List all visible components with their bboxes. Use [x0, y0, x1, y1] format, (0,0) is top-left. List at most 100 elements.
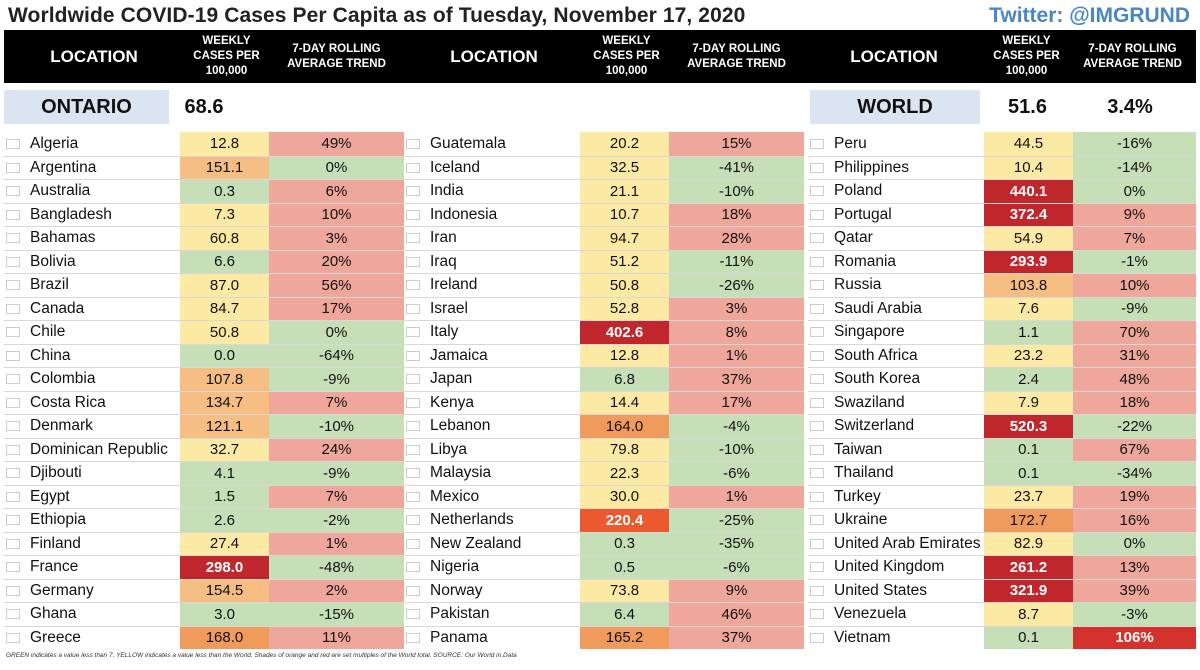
- weekly-cases-value: 8.7: [984, 603, 1073, 626]
- weekly-cases-value: 3.0: [180, 603, 269, 626]
- flag-icon: [406, 609, 420, 620]
- country-name: Iran: [404, 227, 580, 250]
- flag-icon: [406, 515, 420, 526]
- trend-value: -22%: [1073, 415, 1196, 438]
- flag-icon: [810, 421, 824, 432]
- weekly-cases-value: 440.1: [984, 180, 1073, 203]
- trend-value: 10%: [1073, 274, 1196, 297]
- trend-value: -6%: [669, 556, 804, 579]
- weekly-cases-value: 1.1: [984, 321, 1073, 344]
- twitter-handle[interactable]: Twitter: @IMGRUND: [989, 4, 1190, 27]
- flag-icon: [406, 538, 420, 549]
- world-label: WORLD: [810, 90, 980, 124]
- flag-icon: [810, 515, 824, 526]
- country-label: Venezuela: [834, 605, 907, 623]
- trend-value: -64%: [269, 344, 404, 367]
- country-name: Malaysia: [404, 462, 580, 485]
- table-row: Colombia 107.8 -9%: [4, 367, 404, 391]
- table-row: Ethiopia 2.6 -2%: [4, 508, 404, 532]
- country-name: Turkey: [808, 486, 984, 509]
- country-label: Brazil: [30, 276, 69, 294]
- country-label: China: [30, 346, 71, 364]
- flag-icon: [406, 632, 420, 643]
- country-label: Ireland: [430, 276, 478, 294]
- flag-icon: [810, 374, 824, 385]
- flag-icon: [406, 421, 420, 432]
- weekly-cases-value: 134.7: [180, 391, 269, 414]
- flag-icon: [810, 562, 824, 573]
- table-row: Kenya 14.4 17%: [404, 390, 804, 414]
- weekly-cases-value: 73.8: [580, 579, 669, 602]
- country-name: Vietnam: [808, 627, 984, 650]
- weekly-cases-value: 27.4: [180, 532, 269, 555]
- trend-value: 1%: [269, 532, 404, 555]
- weekly-cases-value: 50.8: [580, 274, 669, 297]
- country-name: Iceland: [404, 157, 580, 180]
- country-name: Finland: [4, 533, 180, 556]
- ontario-value: 68.6: [184, 95, 224, 118]
- trend-value: 2%: [269, 579, 404, 602]
- table-row: Australia 0.3 6%: [4, 179, 404, 203]
- country-label: Dominican Republic: [30, 440, 168, 458]
- country-label: Ghana: [30, 605, 77, 623]
- trend-value: -41%: [669, 156, 804, 179]
- country-name: Russia: [808, 274, 984, 297]
- trend-value: 37%: [669, 368, 804, 391]
- flag-icon: [6, 327, 20, 338]
- country-name: Venezuela: [808, 603, 984, 626]
- country-name: Mexico: [404, 486, 580, 509]
- table-row: Lebanon 164.0 -4%: [404, 414, 804, 438]
- flag-icon: [6, 397, 20, 408]
- table-row: Switzerland 520.3 -22%: [808, 414, 1196, 438]
- weekly-cases-value: 52.8: [580, 297, 669, 320]
- trend-value: -25%: [669, 509, 804, 532]
- country-name: Guatemala: [404, 132, 580, 156]
- country-name: Thailand: [808, 462, 984, 485]
- trend-value: -48%: [269, 556, 404, 579]
- trend-value: 67%: [1073, 438, 1196, 461]
- weekly-cases-value: 12.8: [180, 132, 269, 156]
- table-row: Nigeria 0.5 -6%: [404, 555, 804, 579]
- table-row: Djibouti 4.1 -9%: [4, 461, 404, 485]
- table-row: United Kingdom 261.2 13%: [808, 555, 1196, 579]
- country-name: Philippines: [808, 157, 984, 180]
- table-row: Netherlands 220.4 -25%: [404, 508, 804, 532]
- country-name: Netherlands: [404, 509, 580, 532]
- weekly-cases-value: 298.0: [180, 556, 269, 579]
- table-row: Thailand 0.1 -34%: [808, 461, 1196, 485]
- country-name: Dominican Republic: [4, 439, 180, 462]
- weekly-cases-value: 7.3: [180, 203, 269, 226]
- country-name: Norway: [404, 580, 580, 603]
- country-label: South Korea: [834, 370, 921, 388]
- trend-value: 49%: [269, 132, 404, 156]
- flag-icon: [6, 562, 20, 573]
- flag-icon: [6, 138, 20, 149]
- country-name: Brazil: [4, 274, 180, 297]
- table-row: Brazil 87.0 56%: [4, 273, 404, 297]
- country-label: Bangladesh: [30, 205, 112, 223]
- country-name: Switzerland: [808, 415, 984, 438]
- country-name: Japan: [404, 368, 580, 391]
- country-label: Turkey: [834, 487, 881, 505]
- flag-icon: [406, 256, 420, 267]
- country-name: Saudi Arabia: [808, 298, 984, 321]
- flag-icon: [6, 444, 20, 455]
- weekly-cases-value: 22.3: [580, 462, 669, 485]
- trend-value: 9%: [1073, 203, 1196, 226]
- trend-value: 24%: [269, 438, 404, 461]
- weekly-cases-value: 321.9: [984, 579, 1073, 602]
- weekly-cases-value: 0.1: [984, 626, 1073, 649]
- country-label: Nigeria: [430, 558, 480, 576]
- header-weekly: WEEKLY CASES PER 100,000: [593, 35, 660, 77]
- trend-value: 7%: [1073, 227, 1196, 250]
- weekly-cases-value: 372.4: [984, 203, 1073, 226]
- flag-icon: [406, 491, 420, 502]
- country-label: Djibouti: [30, 464, 82, 482]
- flag-icon: [6, 186, 20, 197]
- country-label: Qatar: [834, 229, 873, 247]
- country-name: China: [4, 345, 180, 368]
- header-trend: 7-DAY ROLLING AVERAGE TREND: [687, 42, 786, 70]
- country-name: Jamaica: [404, 345, 580, 368]
- table-row: Guatemala 20.2 15%: [404, 132, 804, 156]
- table-row: Israel 52.8 3%: [404, 296, 804, 320]
